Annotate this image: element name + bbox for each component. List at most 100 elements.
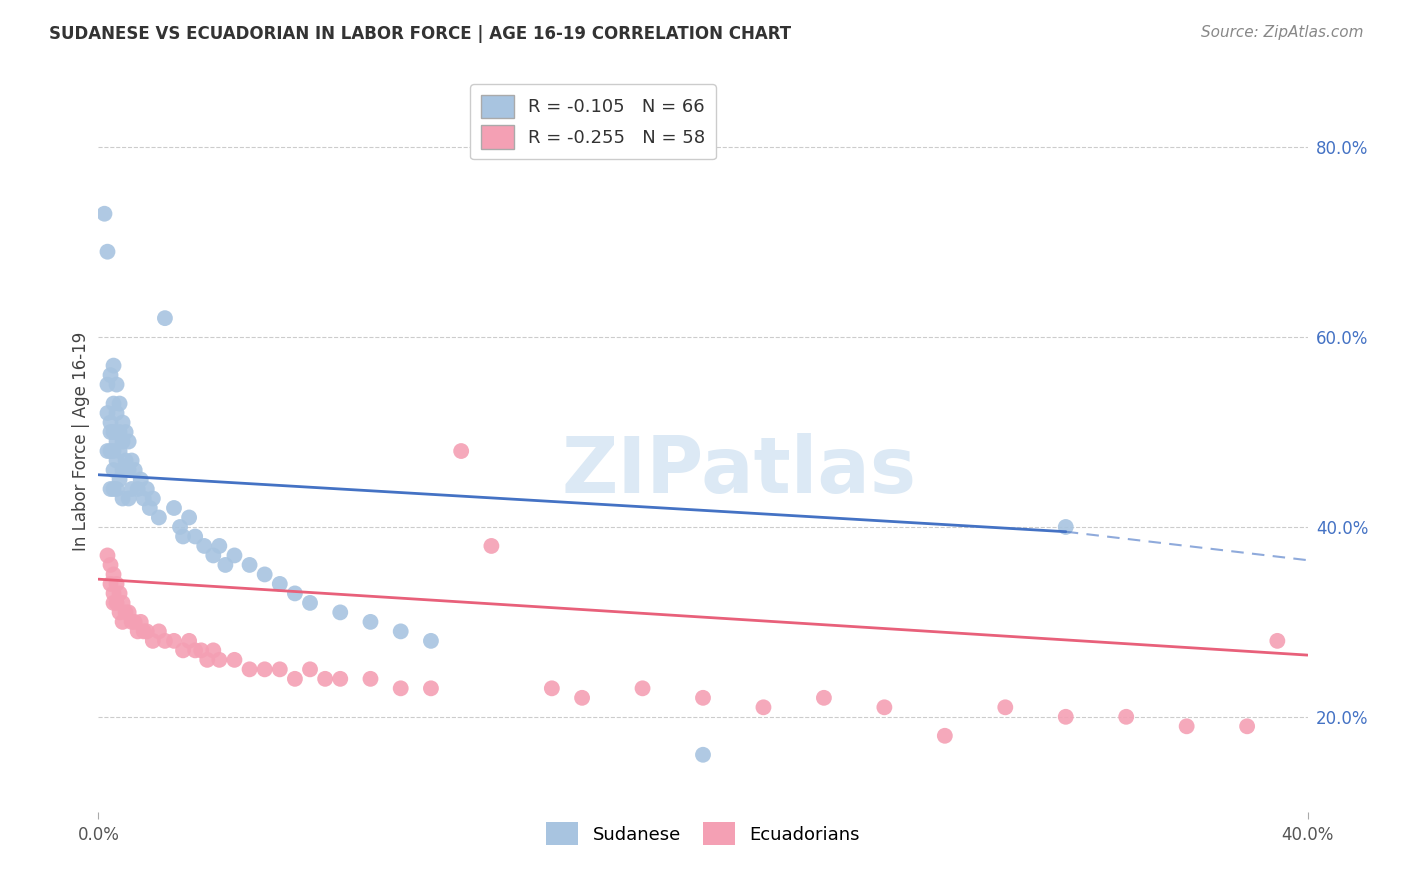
Point <box>163 633 186 648</box>
Text: ZIPatlas: ZIPatlas <box>562 434 917 509</box>
Point <box>253 662 276 676</box>
Point <box>132 491 155 506</box>
Point <box>124 463 146 477</box>
Point <box>93 207 115 221</box>
Point <box>108 425 131 439</box>
Point <box>108 473 131 487</box>
Point <box>994 700 1017 714</box>
Point <box>114 425 136 439</box>
Y-axis label: In Labor Force | Age 16-19: In Labor Force | Age 16-19 <box>72 332 90 551</box>
Point <box>692 747 714 762</box>
Text: SUDANESE VS ECUADORIAN IN LABOR FORCE | AGE 16-19 CORRELATION CHART: SUDANESE VS ECUADORIAN IN LABOR FORCE | … <box>49 25 792 43</box>
Point <box>103 444 125 458</box>
Point <box>108 586 131 600</box>
Point <box>179 510 201 524</box>
Point <box>193 539 215 553</box>
Point <box>129 473 152 487</box>
Point <box>127 624 149 639</box>
Point <box>1115 710 1137 724</box>
Point <box>108 396 131 410</box>
Point <box>253 567 276 582</box>
Point <box>195 653 218 667</box>
Point <box>121 615 143 629</box>
Point <box>142 633 165 648</box>
Point <box>114 606 136 620</box>
Point <box>202 643 225 657</box>
Point <box>179 633 201 648</box>
Point <box>540 681 562 696</box>
Point <box>121 453 143 467</box>
Point <box>105 434 128 449</box>
Point <box>103 425 125 439</box>
Point <box>631 681 654 696</box>
Point <box>284 586 307 600</box>
Point <box>389 624 412 639</box>
Point <box>105 377 128 392</box>
Point <box>111 416 134 430</box>
Point <box>105 482 128 496</box>
Point <box>239 558 262 572</box>
Point <box>100 416 122 430</box>
Point <box>934 729 956 743</box>
Point <box>208 653 231 667</box>
Point <box>239 662 262 676</box>
Point <box>103 396 125 410</box>
Point <box>118 491 141 506</box>
Point <box>190 643 212 657</box>
Point <box>103 586 125 600</box>
Point <box>100 425 122 439</box>
Point <box>103 463 125 477</box>
Point <box>184 643 207 657</box>
Point <box>111 615 134 629</box>
Point <box>103 596 125 610</box>
Point <box>100 444 122 458</box>
Point <box>111 463 134 477</box>
Point <box>100 558 122 572</box>
Point <box>389 681 412 696</box>
Point <box>100 482 122 496</box>
Point <box>202 549 225 563</box>
Point <box>314 672 336 686</box>
Point <box>111 491 134 506</box>
Point <box>299 596 322 610</box>
Point <box>105 453 128 467</box>
Point <box>118 606 141 620</box>
Point <box>105 406 128 420</box>
Point <box>224 549 246 563</box>
Point <box>124 615 146 629</box>
Point <box>284 672 307 686</box>
Point <box>111 596 134 610</box>
Point <box>142 491 165 506</box>
Point <box>100 577 122 591</box>
Legend: Sudanese, Ecuadorians: Sudanese, Ecuadorians <box>537 814 869 855</box>
Point <box>813 690 835 705</box>
Point <box>420 681 443 696</box>
Point <box>571 690 593 705</box>
Point <box>299 662 322 676</box>
Point <box>172 529 194 543</box>
Point <box>111 434 134 449</box>
Point <box>269 662 291 676</box>
Point <box>105 596 128 610</box>
Point <box>108 606 131 620</box>
Point <box>114 453 136 467</box>
Point <box>129 615 152 629</box>
Point <box>118 434 141 449</box>
Point <box>132 624 155 639</box>
Point <box>1267 633 1289 648</box>
Point <box>121 482 143 496</box>
Point <box>108 444 131 458</box>
Point <box>96 444 118 458</box>
Point <box>329 672 352 686</box>
Point <box>96 549 118 563</box>
Point <box>481 539 503 553</box>
Point <box>1054 520 1077 534</box>
Point <box>1175 719 1198 733</box>
Point <box>172 643 194 657</box>
Point <box>148 624 170 639</box>
Point <box>329 606 352 620</box>
Point <box>450 444 472 458</box>
Point <box>269 577 291 591</box>
Point <box>1236 719 1258 733</box>
Point <box>103 567 125 582</box>
